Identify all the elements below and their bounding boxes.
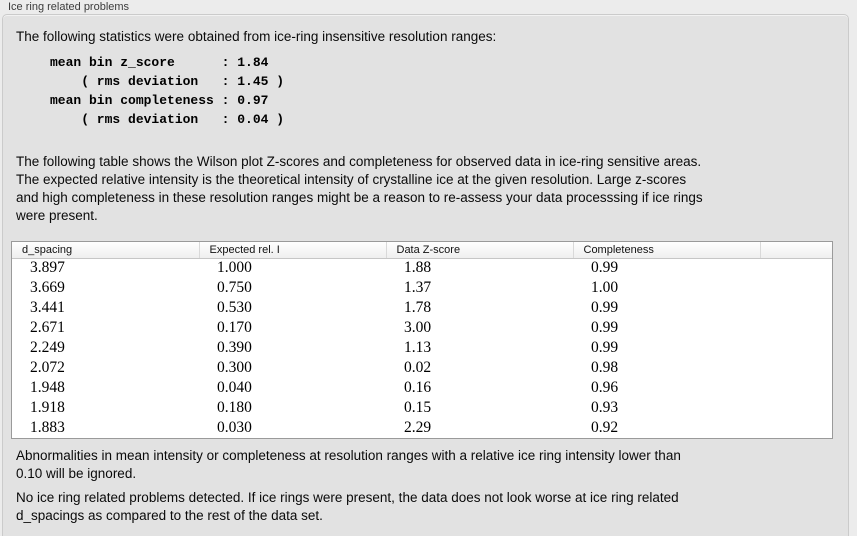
table-cell: 2.29 <box>404 419 432 436</box>
table-cell: 2.671 <box>30 319 65 336</box>
table-cell: 0.02 <box>404 359 432 376</box>
stats-mono-block: mean bin z_score : 1.84 ( rms deviation … <box>50 55 285 127</box>
table-cell-spacer <box>760 418 832 438</box>
group-box-title: Ice ring related problems <box>8 1 130 13</box>
table-cell: 0.99 <box>591 339 619 356</box>
table-row[interactable]: 2.671 0.170 3.00 0.99 <box>12 318 832 338</box>
table-cell: 1.883 <box>30 419 65 436</box>
table-cell-spacer <box>760 258 832 278</box>
table-cell: 1.13 <box>404 339 432 356</box>
table-cell: 0.98 <box>591 359 619 376</box>
stats-intro-text: The following statistics were obtained f… <box>16 29 497 44</box>
ice-ring-table[interactable]: d_spacing Expected rel. I Data Z-score Comp… <box>11 241 833 439</box>
table-cell-spacer <box>760 318 832 338</box>
table-cell-spacer <box>760 378 832 398</box>
table-cell: 0.16 <box>404 379 432 396</box>
table-cell-spacer <box>760 398 832 418</box>
column-header-expected-rel-i[interactable]: Expected rel. I <box>199 242 387 259</box>
table-cell: 1.37 <box>404 279 432 296</box>
table-cell: 0.170 <box>217 319 252 336</box>
table-cell: 0.180 <box>217 399 252 416</box>
table-cell: 3.00 <box>404 319 432 336</box>
column-header-d-spacing[interactable]: d_spacing <box>12 242 200 259</box>
table-cell: 0.99 <box>591 319 619 336</box>
table-cell: 3.897 <box>30 259 65 277</box>
table-row[interactable]: 2.072 0.300 0.02 0.98 <box>12 358 832 378</box>
table-cell: 1.948 <box>30 379 65 396</box>
table-row[interactable]: 2.249 0.390 1.13 0.99 <box>12 338 832 358</box>
table-cell: 0.92 <box>591 419 619 436</box>
column-header-completeness[interactable]: Completeness <box>573 242 761 259</box>
table-cell-spacer <box>760 358 832 378</box>
table-cell: 0.390 <box>217 339 252 356</box>
conclusion-text: No ice ring related problems detected. I… <box>16 490 679 523</box>
table-row[interactable]: 1.948 0.040 0.16 0.96 <box>12 378 832 398</box>
table-cell: 0.93 <box>591 399 619 416</box>
table-cell: 0.99 <box>591 259 619 277</box>
table-cell: 0.15 <box>404 399 432 416</box>
table-cell: 1.000 <box>217 259 252 277</box>
table-row[interactable]: 1.918 0.180 0.15 0.93 <box>12 398 832 418</box>
table-cell: 1.918 <box>30 399 65 416</box>
table-cell: 0.530 <box>217 299 252 316</box>
table-cell: 3.669 <box>30 279 65 296</box>
table-cell: 0.99 <box>591 299 619 316</box>
table-cell: 2.249 <box>30 339 65 356</box>
table-cell: 0.96 <box>591 379 619 396</box>
table-row[interactable]: 3.897 1.000 1.88 0.99 <box>12 258 832 278</box>
table-cell-spacer <box>760 298 832 318</box>
table-cell: 0.040 <box>217 379 252 396</box>
table-cell: 0.300 <box>217 359 252 376</box>
table-cell: 0.030 <box>217 419 252 436</box>
table-header-row: d_spacing Expected rel. I Data Z-score Comp… <box>12 242 832 259</box>
table-intro-text: The following table shows the Wilson plo… <box>16 154 703 223</box>
table-cell: 0.750 <box>217 279 252 296</box>
table-cell-spacer <box>760 338 832 358</box>
table-row[interactable]: 3.669 0.750 1.37 1.00 <box>12 278 832 298</box>
column-header-data-z-score[interactable]: Data Z-score <box>386 242 574 259</box>
column-header-spacer <box>760 242 832 259</box>
table-row[interactable]: 3.441 0.530 1.78 0.99 <box>12 298 832 318</box>
table-cell: 2.072 <box>30 359 65 376</box>
table-row[interactable]: 1.883 0.030 2.29 0.92 <box>12 418 832 438</box>
ignore-note-text: Abnormalities in mean intensity or compl… <box>16 448 681 481</box>
table-cell: 1.78 <box>404 299 432 316</box>
table-cell: 1.88 <box>404 259 432 277</box>
table-cell-spacer <box>760 278 832 298</box>
table-cell: 1.00 <box>591 279 619 296</box>
table-cell: 3.441 <box>30 299 65 316</box>
